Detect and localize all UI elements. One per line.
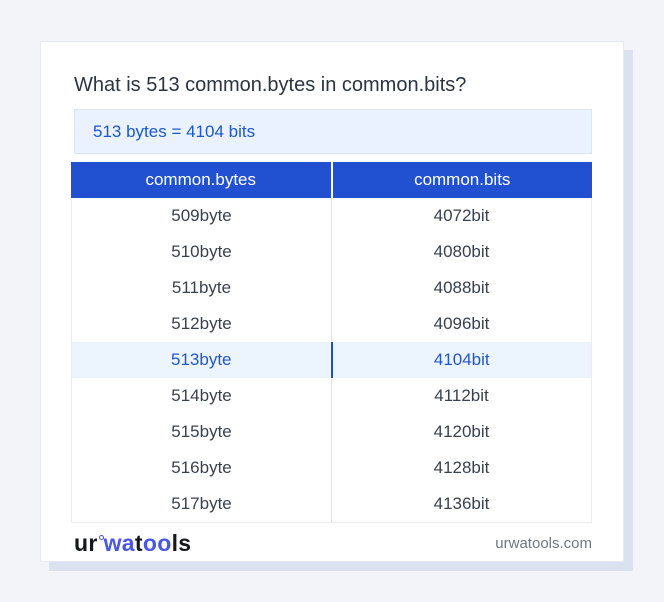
table-row: 509byte 4072bit	[72, 198, 591, 234]
bytes-cell: 514byte	[72, 378, 332, 414]
bytes-cell: 510byte	[72, 234, 332, 270]
conversion-result-text: 513 bytes = 4104 bits	[93, 121, 256, 141]
bits-cell: 4104bit	[433, 350, 490, 369]
logo-text-ls: ls	[171, 529, 192, 556]
bits-cell: 4120bit	[433, 422, 490, 441]
bits-cell: 4112bit	[434, 386, 489, 405]
bytes-cell: 515byte	[72, 414, 332, 450]
bits-cell: 4088bit	[433, 278, 490, 297]
table-header-bits: common.bits	[332, 162, 592, 198]
table-row: 511byte 4088bit	[72, 270, 591, 306]
conversion-result-box: 513 bytes = 4104 bits	[74, 109, 592, 154]
card-footer: ur watools urwatools.com	[74, 523, 592, 563]
table-header-bytes: common.bytes	[71, 162, 331, 198]
table-row: 512byte 4096bit	[72, 306, 591, 342]
bytes-cell: 511byte	[72, 270, 332, 306]
bits-cell: 4072bit	[433, 206, 490, 225]
bytes-cell: 516byte	[72, 450, 332, 486]
table-row: 515byte 4120bit	[72, 414, 591, 450]
bytes-cell: 517byte	[72, 486, 332, 522]
conversion-table: common.bytes common.bits 509byte 4072bit…	[71, 162, 592, 523]
bits-cell: 4136bit	[433, 494, 490, 513]
site-domain-text: urwatools.com	[495, 534, 592, 552]
table-row: 517byte 4136bit	[72, 486, 591, 522]
logo-text-wa: wa	[103, 529, 135, 556]
site-logo[interactable]: ur watools	[74, 530, 191, 557]
logo-text-oo: oo	[142, 529, 172, 556]
converter-card: What is 513 common.bytes in common.bits?…	[40, 41, 624, 562]
bits-cell: 4080bit	[433, 242, 490, 261]
logo-ring-icon	[98, 534, 104, 540]
table-row: 514byte 4112bit	[72, 378, 591, 414]
table-row: 510byte 4080bit	[72, 234, 591, 270]
table-row: 516byte 4128bit	[72, 450, 591, 486]
bits-cell: 4128bit	[433, 458, 490, 477]
logo-text-ur: ur	[74, 529, 98, 556]
bytes-cell: 513byte	[72, 342, 333, 378]
page-title: What is 513 common.bytes in common.bits?	[74, 74, 467, 96]
bytes-cell: 509byte	[72, 198, 332, 234]
table-header-row: common.bytes common.bits	[71, 162, 592, 198]
logo-text-t: t	[134, 529, 143, 556]
bytes-cell: 512byte	[72, 306, 332, 342]
table-row-highlighted: 513byte 4104bit	[72, 342, 591, 378]
bits-cell: 4096bit	[433, 314, 490, 333]
